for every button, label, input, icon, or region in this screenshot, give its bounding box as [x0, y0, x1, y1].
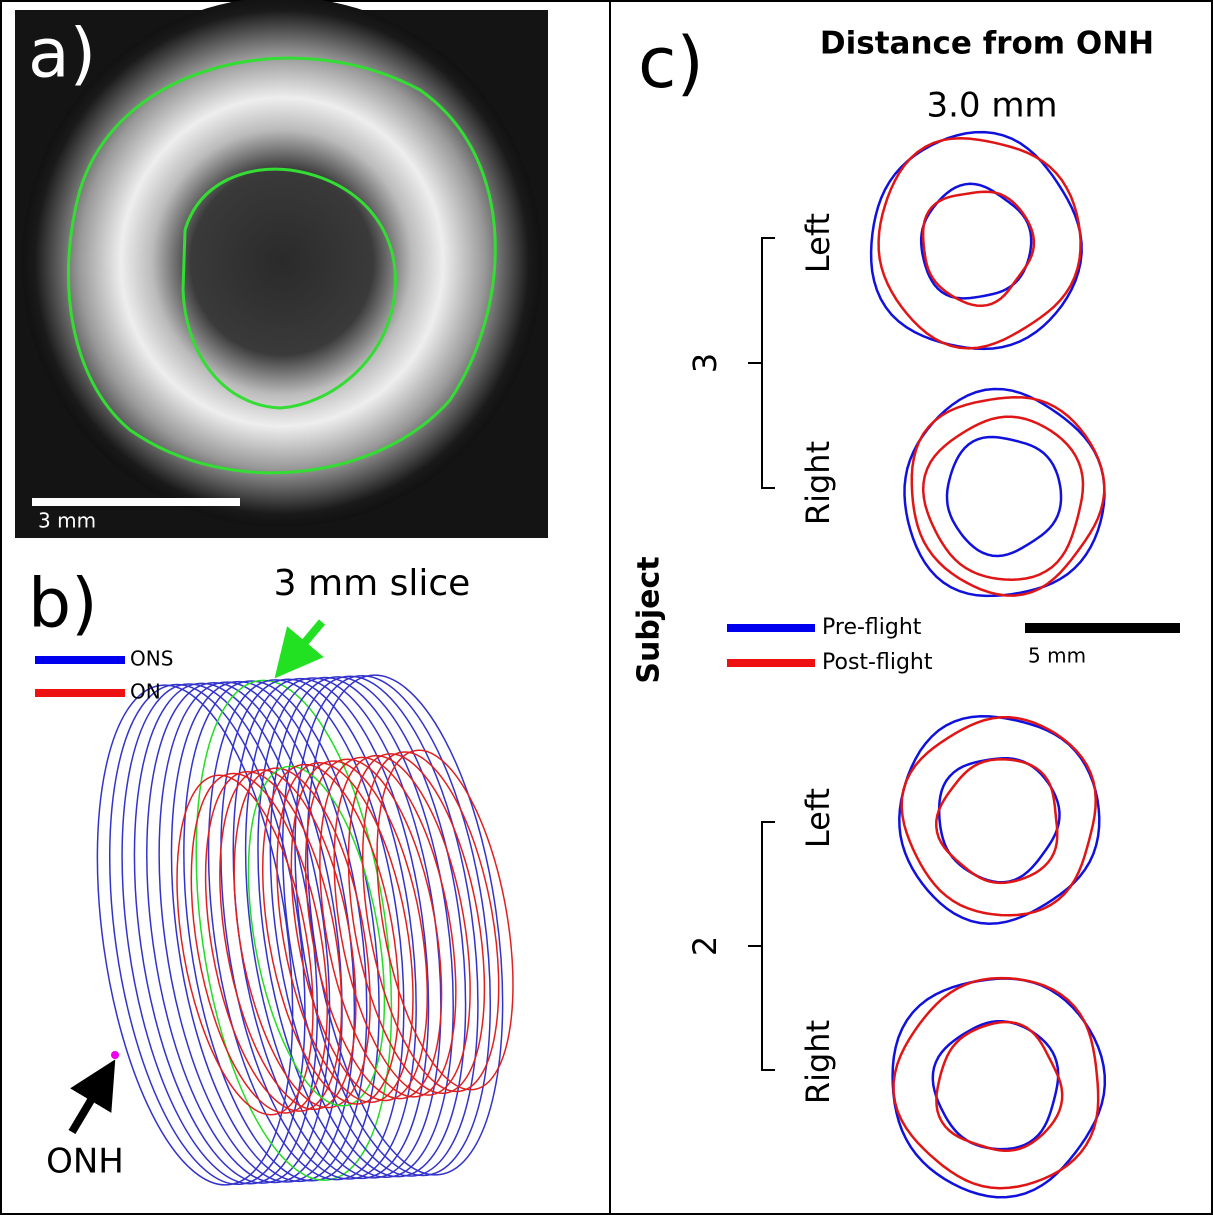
scale-label: 5 mm	[1028, 644, 1086, 668]
nerve-sheath	[22, 0, 542, 527]
post-flight-contour	[936, 759, 1057, 883]
panel-label: c)	[638, 22, 704, 104]
post-flight-contour	[902, 717, 1096, 915]
on-contour	[254, 752, 436, 1112]
legend-label: Post-flight	[822, 650, 933, 675]
scale-bar	[1025, 623, 1180, 633]
onh-point	[111, 1051, 119, 1059]
pre-flight-contour	[871, 132, 1082, 349]
legend-label: ONS	[130, 647, 173, 671]
scale-label: 3 mm	[38, 509, 96, 533]
arrow	[290, 622, 322, 660]
pre-flight-contour	[893, 979, 1105, 1198]
post-flight-contour	[879, 138, 1081, 348]
legend-label: Pre-flight	[822, 615, 922, 640]
pre-flight-contour	[899, 716, 1099, 923]
subject-id: 2	[686, 936, 724, 956]
annotation: ONH	[46, 1142, 124, 1182]
subject-id: 3	[686, 353, 724, 373]
eye-label: Right	[799, 441, 837, 525]
subtitle: 3.0 mm	[926, 86, 1057, 126]
post-flight-contour	[894, 978, 1099, 1188]
eye-label: Left	[799, 788, 837, 848]
panel-label: b)	[28, 565, 98, 644]
title: Distance from ONH	[820, 26, 1154, 62]
figure: a) 3 mm b) 3 mm slice ONS ON ONH c) Dist…	[0, 0, 1213, 1215]
annotation: 3 mm slice	[274, 563, 471, 604]
ellipse-stack	[69, 663, 536, 1198]
legend-label: ON	[130, 680, 161, 704]
scale-bar	[32, 498, 240, 506]
pre-flight-contour	[947, 437, 1061, 556]
pre-flight-contour	[939, 758, 1059, 882]
panel-label: a)	[28, 15, 96, 94]
arrow	[72, 1080, 103, 1132]
eye-label: Right	[799, 1020, 837, 1104]
bracket	[748, 822, 775, 1070]
axis-label: Subject	[632, 556, 667, 683]
eye-label: Left	[799, 213, 837, 273]
bracket	[748, 238, 775, 488]
